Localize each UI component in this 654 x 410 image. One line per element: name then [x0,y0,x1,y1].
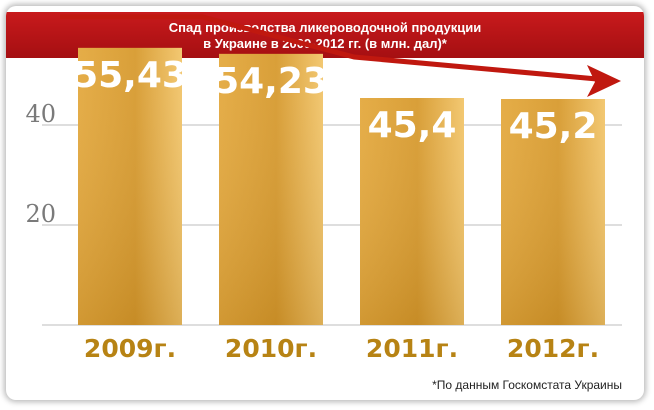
ytick-label-20: 20 [25,200,56,228]
source-note: *По данным Госкомстата Украины [432,378,622,392]
labels: 20 40 55,43 2009г. 54,23 2010г. 45,4 2011г. 45,2… [25,55,599,363]
category-label-0: 2009г. [84,334,176,363]
value-label-3: 45,2 [509,106,598,147]
bar-shade-2009г. [78,47,182,325]
value-label-1: 54,23 [214,61,328,102]
bar-shade-2010г. [219,53,323,325]
category-label-1: 2010г. [225,334,317,363]
trend-arrowhead [587,65,621,97]
ytick-label-40: 40 [25,100,56,128]
trend-line [60,14,598,82]
bar-shade-2012г. [501,99,605,325]
chart-title-line-2: в Украине в 2009-2012 гг. (в млн. дал)* [203,36,447,51]
value-label-2: 45,4 [368,105,457,146]
bar-shade-2011г. [360,98,464,325]
category-label-2: 2011г. [366,334,458,363]
trend-arrow [60,14,621,97]
category-label-3: 2012г. [507,334,599,363]
bars [78,47,605,325]
value-label-0: 55,43 [73,55,187,96]
